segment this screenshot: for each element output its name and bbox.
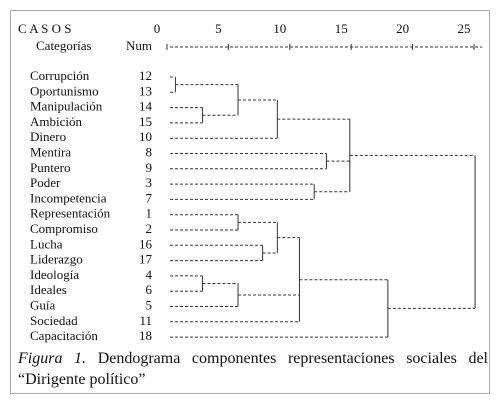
case-label: Guía xyxy=(30,297,56,312)
num-label: Num xyxy=(126,38,152,53)
case-num: 18 xyxy=(139,328,152,343)
case-label: Poder xyxy=(30,175,61,190)
case-label: Corrupción xyxy=(30,68,90,83)
caption-text: Dendograma componentes representaciones … xyxy=(18,350,489,388)
case-label: Dinero xyxy=(30,129,66,144)
case-num: 10 xyxy=(139,129,152,144)
case-num: 17 xyxy=(139,252,153,267)
case-label: Puntero xyxy=(30,160,70,175)
case-num: 16 xyxy=(139,236,153,251)
case-label: Incompetencia xyxy=(30,190,107,205)
case-label: Liderazgo xyxy=(30,252,83,267)
case-label: Oportunismo xyxy=(30,83,99,98)
case-label: Representación xyxy=(30,206,111,221)
case-num: 4 xyxy=(146,267,153,282)
x-tick-label: 25 xyxy=(458,21,471,36)
case-num: 8 xyxy=(146,144,153,159)
case-label: Manipulación xyxy=(30,99,103,114)
caption-label: Figura 1. xyxy=(18,350,87,367)
case-num: 12 xyxy=(139,68,152,83)
case-label: Mentira xyxy=(30,144,71,159)
case-label: Ambición xyxy=(30,114,82,129)
case-label: Ideología xyxy=(30,267,79,282)
figure-frame xyxy=(10,10,490,394)
case-num: 1 xyxy=(146,206,153,221)
case-num: 3 xyxy=(146,175,153,190)
caption: Figura 1. Dendograma componentes represe… xyxy=(18,348,488,390)
case-num: 6 xyxy=(146,282,153,297)
x-tick-label: 15 xyxy=(335,21,348,36)
case-label: Capacitación xyxy=(30,328,98,343)
case-num: 11 xyxy=(139,313,152,328)
case-num: 9 xyxy=(146,160,153,175)
case-label: Ideales xyxy=(30,282,67,297)
case-num: 5 xyxy=(146,297,153,312)
case-label: Compromiso xyxy=(30,221,98,236)
case-label: Sociedad xyxy=(30,313,78,328)
dendrogram: C A S O S Categorías Num 0 5 10 15 20 25Corru… xyxy=(18,21,482,343)
x-tick-label: 20 xyxy=(396,21,409,36)
x-tick-label: 0 xyxy=(154,21,161,36)
case-num: 13 xyxy=(139,83,152,98)
case-num: 7 xyxy=(146,190,153,205)
case-label: Lucha xyxy=(30,236,63,251)
cases-label: C A S O S xyxy=(18,21,71,36)
case-num: 2 xyxy=(146,221,153,236)
x-tick-label: 5 xyxy=(215,21,222,36)
category-label: Categorías xyxy=(36,38,92,53)
case-num: 15 xyxy=(139,114,152,129)
x-tick-label: 10 xyxy=(273,21,286,36)
case-num: 14 xyxy=(139,99,153,114)
